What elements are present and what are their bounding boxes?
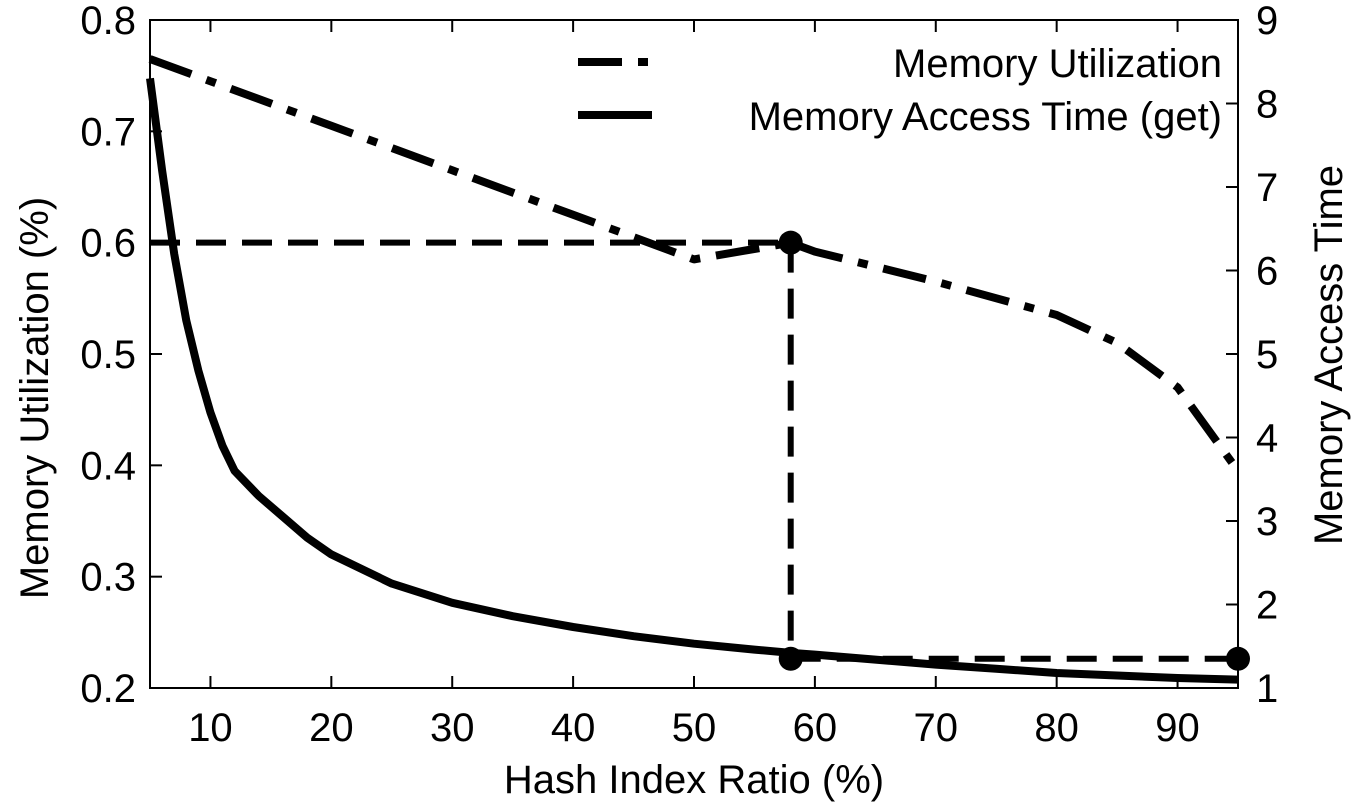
- x-tick-label: 20: [309, 706, 354, 750]
- y-left-tick-label: 0.7: [80, 110, 136, 154]
- x-tick-label: 80: [1034, 706, 1079, 750]
- series-layer: [146, 55, 1242, 684]
- axes-layer: 10 20 30 40 50 60 70 80 90 0.2 0.3 0.4 0.5 0.6 0.7 0.8 1…: [80, 0, 1278, 750]
- y-right-tick-label: 5: [1256, 333, 1278, 377]
- x-tick-label: 90: [1155, 706, 1200, 750]
- annotation-point: [778, 230, 803, 255]
- y-right-tick-label: 4: [1256, 417, 1278, 461]
- legend-item-memory-access-time: Memory Access Time (get): [578, 95, 1222, 139]
- x-axis-label: Hash Index Ratio (%): [504, 758, 884, 802]
- y-right-tick-label: 3: [1256, 500, 1278, 544]
- y-right-tick-label: 9: [1256, 0, 1278, 43]
- x-tick-label: 30: [430, 706, 475, 750]
- x-tick-label: 60: [793, 706, 838, 750]
- annotation-point: [1226, 646, 1250, 671]
- legend-label: Memory Access Time (get): [749, 95, 1222, 139]
- series-memory-utilization-line: [148, 55, 1242, 474]
- y-right-tick-label: 1: [1256, 667, 1278, 711]
- y-left-tick-label: 0.8: [80, 0, 136, 43]
- y-axis-left-label: Memory Utilization (%): [13, 197, 57, 599]
- x-tick-label: 10: [188, 706, 233, 750]
- series-memory-access-time-line: [146, 77, 1239, 684]
- y-right-tick-label: 8: [1256, 83, 1278, 127]
- x-tick-label: 70: [914, 706, 959, 750]
- annotation-point: [778, 646, 803, 671]
- y-left-tick-label: 0.2: [80, 667, 136, 711]
- y-right-tick-label: 2: [1256, 584, 1278, 628]
- y-left-tick-label: 0.4: [80, 444, 136, 488]
- legend-label: Memory Utilization: [893, 42, 1222, 86]
- y-left-tick-label: 0.3: [80, 556, 136, 600]
- marker-points-layer: [778, 230, 1250, 671]
- y-left-tick-label: 0.6: [80, 222, 136, 266]
- y-right-tick-label: 6: [1256, 250, 1278, 294]
- x-tick-label: 50: [672, 706, 717, 750]
- legend-item-memory-utilization: Memory Utilization: [578, 42, 1222, 86]
- y-right-tick-label: 7: [1256, 166, 1278, 210]
- y-axis-right-label: Memory Access Time: [1307, 165, 1351, 545]
- guide-lines-layer: [150, 239, 1238, 662]
- legend: Memory Utilization Memory Access Time (ge…: [578, 42, 1222, 139]
- y-left-tick-label: 0.5: [80, 333, 136, 377]
- x-tick-label: 40: [551, 706, 596, 750]
